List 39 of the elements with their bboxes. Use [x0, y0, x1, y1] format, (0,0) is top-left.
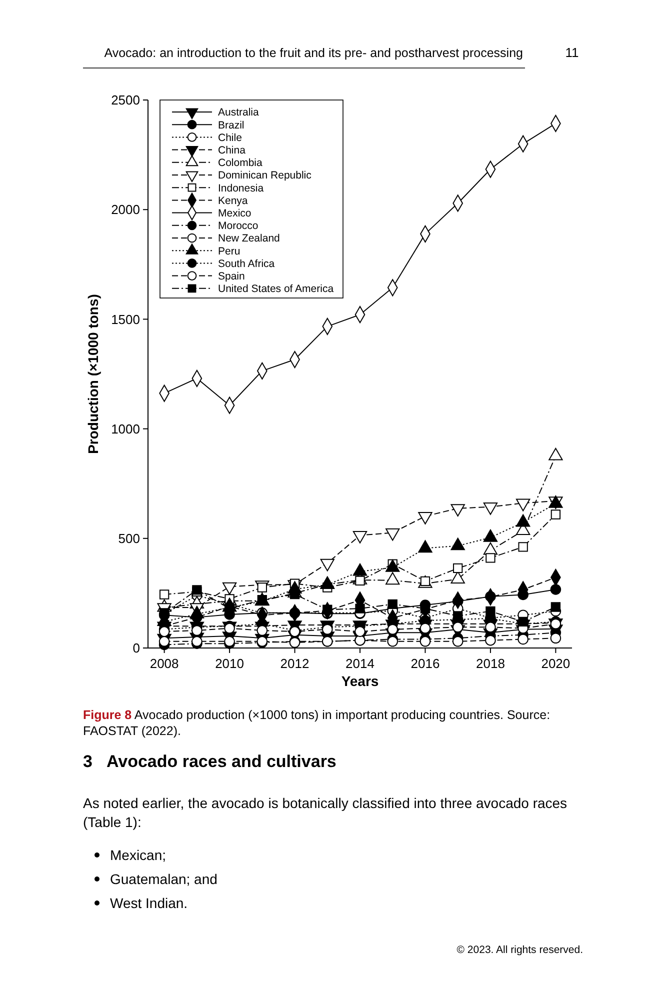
x-tick-label: 2020: [541, 656, 570, 671]
legend-label: Mexico: [218, 207, 252, 220]
x-tick-label: 2008: [150, 656, 179, 671]
legend-label: Colombia: [218, 157, 263, 170]
text: Guatemalan; and: [110, 871, 218, 887]
x-tick-label: 2016: [410, 656, 440, 671]
text: © 2023. All rights reserved.: [456, 944, 583, 956]
legend-label: Peru: [218, 245, 240, 258]
caption: Figure 8 Avocado production (×1000 tons) in important producing countries. Source: FAOSTAT (2022).: [83, 708, 550, 738]
text: 11: [565, 45, 579, 60]
legend-label: Dominican Republic: [218, 170, 312, 182]
x-tick-label: 2014: [346, 656, 374, 671]
legend-label: New Zealand: [218, 232, 280, 245]
x-tick-label: 2010: [215, 656, 244, 671]
text: 3 Avocado races and cultivars: [83, 752, 336, 771]
legend-label: United States of America: [218, 283, 334, 296]
y-tick-label: 2000: [111, 202, 140, 218]
legend-label: Chile: [218, 132, 242, 144]
legend-label: South Africa: [218, 258, 275, 270]
y-tick-label: 1000: [111, 421, 140, 436]
x-tick-label: 2012: [280, 656, 310, 671]
text: Mexican;: [110, 847, 166, 863]
x-axis-title: Years: [341, 673, 379, 689]
legend-label: Brazil: [218, 119, 244, 132]
legend-label: China: [218, 144, 246, 156]
y-axis-title: Production (×1000 tons): [85, 294, 101, 454]
legend-label: Kenya: [218, 194, 248, 207]
text: West Indian.: [110, 895, 188, 911]
y-tick-label: 500: [118, 530, 140, 546]
y-tick-label: 2500: [111, 92, 140, 108]
y-tick-label: 1500: [111, 312, 140, 327]
legend-label: Australia: [218, 106, 260, 119]
x-tick-label: 2018: [476, 656, 505, 671]
text: Avocado: an introduction to the fruit and its pre- and postharvest processing: [104, 46, 524, 60]
text: As noted earlier, the avocado is botanically classified into three avocado races (Table 1):: [83, 795, 568, 830]
y-tick-label: 0: [132, 640, 140, 656]
legend-label: Morocco: [218, 220, 258, 232]
legend-label: Spain: [218, 270, 246, 282]
legend-label: Indonesia: [218, 182, 264, 194]
